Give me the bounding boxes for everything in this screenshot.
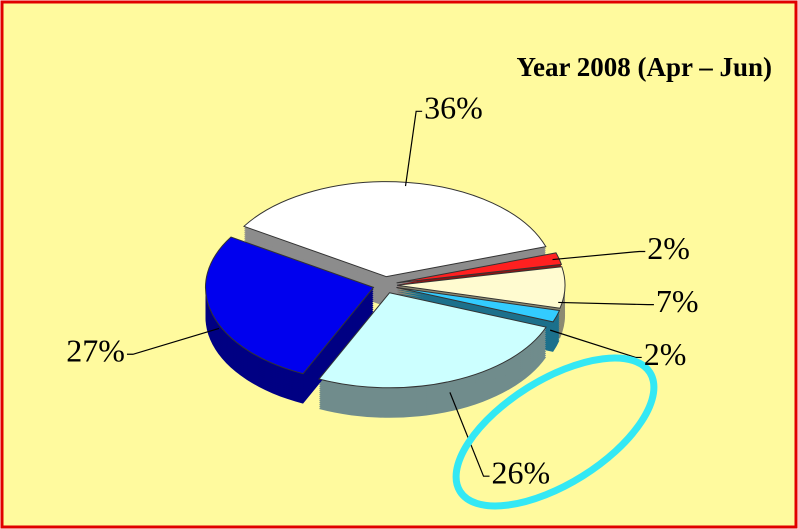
leader-line <box>549 329 642 359</box>
data-label: 27% <box>66 333 125 369</box>
leader-line <box>558 301 654 306</box>
data-label: 2% <box>644 336 687 372</box>
slice <box>396 287 561 323</box>
slice <box>318 292 547 389</box>
slice-side <box>396 291 560 326</box>
data-label: 2% <box>647 230 690 266</box>
data-label: 26% <box>492 455 551 491</box>
leader-line <box>449 392 490 477</box>
leader-line <box>126 327 220 355</box>
slice-side <box>396 293 560 328</box>
slice <box>396 266 566 309</box>
data-label: 36% <box>424 90 483 126</box>
slice-side <box>396 289 560 324</box>
slice <box>205 236 375 375</box>
leader-line <box>552 250 646 261</box>
chart-title: Year 2008 (Apr – Jun) <box>516 52 772 82</box>
leader-line <box>404 110 423 187</box>
highlight-ellipse <box>452 354 658 510</box>
data-label: 7% <box>656 283 699 319</box>
pie <box>126 110 654 477</box>
